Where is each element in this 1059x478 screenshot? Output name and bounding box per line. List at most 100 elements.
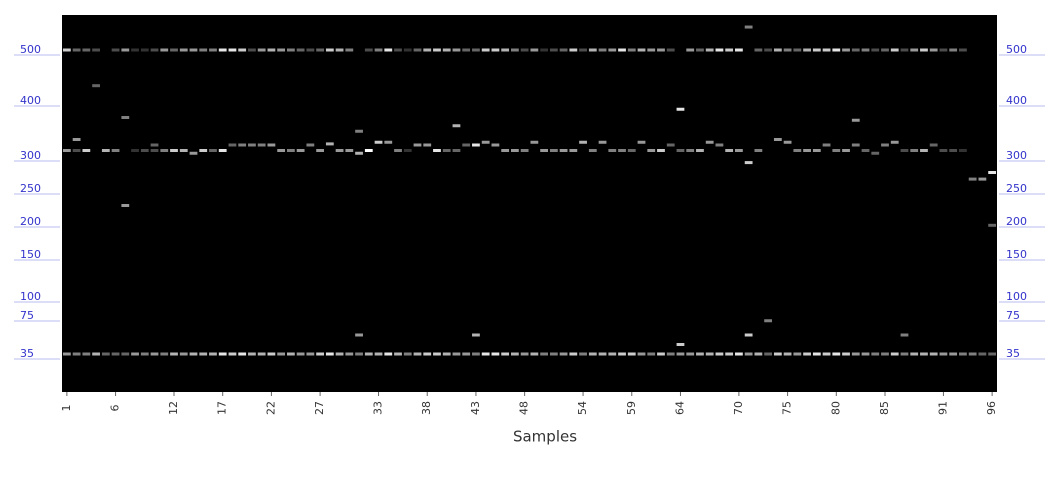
band (355, 129, 363, 133)
band (189, 352, 198, 356)
band (374, 48, 383, 52)
ladder-label: 250 (1006, 182, 1027, 195)
band (939, 149, 948, 152)
band (364, 352, 373, 356)
band (618, 48, 626, 52)
band (131, 48, 139, 52)
band (335, 149, 344, 152)
band (306, 352, 315, 356)
band (121, 116, 130, 119)
band (793, 149, 802, 152)
band (540, 48, 549, 52)
band (637, 352, 646, 356)
band (618, 352, 626, 356)
band (170, 149, 178, 152)
band (257, 143, 266, 147)
ladder-label: 75 (20, 309, 34, 322)
lane-label: 54 (576, 401, 589, 415)
band (384, 140, 393, 144)
band (530, 48, 539, 52)
band (822, 48, 831, 52)
lane-label: 80 (829, 401, 842, 415)
band (433, 48, 441, 52)
band (394, 149, 402, 152)
band (306, 143, 315, 147)
band (179, 149, 188, 152)
band (82, 48, 91, 52)
lane-label: 27 (313, 401, 326, 415)
band (939, 352, 948, 356)
band (111, 149, 120, 152)
lane-label: 96 (985, 401, 998, 415)
band (101, 149, 110, 152)
band (520, 149, 529, 152)
band (549, 149, 558, 152)
band (442, 48, 451, 52)
band (228, 48, 237, 52)
band (481, 352, 490, 356)
band (413, 48, 422, 52)
band (140, 48, 149, 52)
band (735, 48, 743, 52)
band (851, 352, 860, 356)
band (588, 352, 597, 356)
band (238, 48, 247, 52)
gel-background (62, 15, 997, 392)
band (803, 149, 811, 152)
band (520, 352, 529, 356)
band (910, 149, 919, 152)
band (861, 352, 870, 356)
band (92, 352, 100, 356)
band (676, 107, 685, 111)
band (783, 352, 792, 356)
band (355, 333, 363, 337)
ladder-label: 400 (20, 94, 41, 107)
band (501, 149, 510, 152)
band (647, 48, 656, 52)
band (325, 142, 334, 146)
band (569, 48, 578, 52)
ladder-label: 35 (1006, 347, 1020, 360)
band (296, 48, 305, 52)
band (773, 352, 782, 356)
lane-label: 38 (420, 401, 433, 415)
band (881, 352, 889, 356)
ladder-label: 400 (1006, 94, 1027, 107)
band (959, 48, 967, 52)
band (267, 352, 276, 356)
band (559, 48, 568, 52)
band (890, 352, 899, 356)
band (793, 352, 802, 356)
band (666, 352, 675, 356)
band (462, 352, 471, 356)
band (325, 48, 334, 52)
band (530, 140, 539, 144)
band (238, 352, 247, 356)
band (637, 140, 646, 144)
lane-label: 17 (216, 401, 229, 415)
band (179, 48, 188, 52)
band (72, 149, 81, 152)
band (842, 149, 850, 152)
band (462, 143, 471, 147)
band (394, 352, 402, 356)
band (579, 352, 587, 356)
band (686, 48, 695, 52)
band (929, 352, 938, 356)
ladder-label: 100 (1006, 290, 1027, 303)
band (549, 352, 558, 356)
band (988, 352, 997, 356)
band (900, 352, 909, 356)
band (345, 352, 354, 356)
lane-label: 43 (469, 401, 482, 415)
band (248, 143, 256, 147)
band (832, 48, 841, 52)
band (413, 143, 422, 147)
band (442, 149, 451, 152)
band (364, 48, 373, 52)
band (773, 48, 782, 52)
band (559, 149, 568, 152)
band (150, 352, 159, 356)
band (403, 149, 412, 152)
